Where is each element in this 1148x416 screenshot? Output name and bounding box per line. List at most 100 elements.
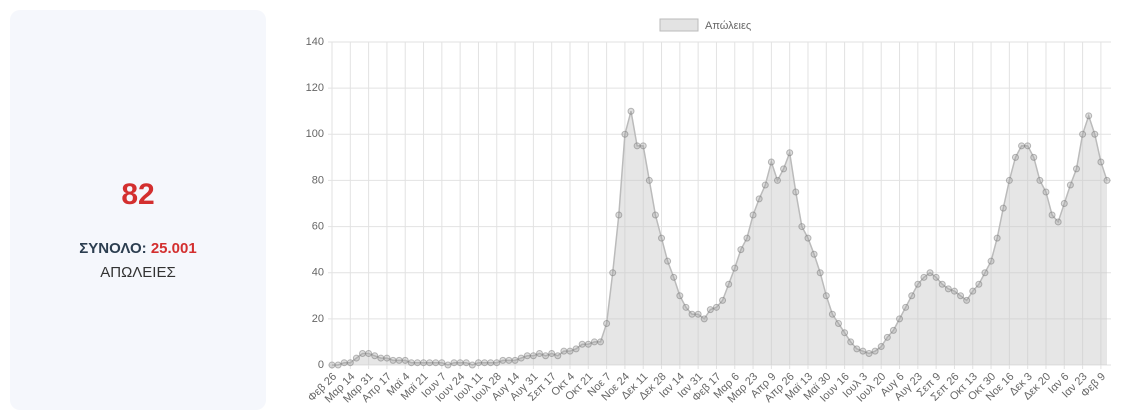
point	[938, 280, 946, 288]
point	[896, 315, 904, 323]
point	[413, 359, 421, 367]
line	[332, 111, 1108, 366]
point	[1018, 142, 1026, 150]
point	[517, 354, 525, 362]
point	[542, 352, 550, 360]
point	[914, 280, 922, 288]
point	[328, 361, 336, 369]
point	[767, 158, 775, 166]
point	[499, 356, 507, 364]
point	[810, 250, 818, 258]
point	[401, 356, 409, 364]
point	[511, 356, 519, 364]
point	[560, 347, 568, 355]
point	[566, 347, 574, 355]
point	[1079, 130, 1087, 138]
point	[682, 303, 690, 311]
y-tick-label: 0	[318, 359, 324, 371]
point	[871, 347, 879, 355]
point	[786, 149, 794, 157]
point	[432, 359, 440, 367]
summary-card: 82 ΣΥΝΟΛΟ: 25.001 ΑΠΩΛΕΙΕΣ	[10, 10, 266, 410]
point	[1036, 176, 1044, 184]
point	[462, 359, 470, 367]
point	[615, 211, 623, 219]
point	[407, 359, 415, 367]
point	[645, 176, 653, 184]
point	[420, 359, 428, 367]
point	[987, 257, 995, 265]
point	[603, 319, 611, 327]
point	[725, 280, 733, 288]
point	[926, 269, 934, 277]
point	[731, 264, 739, 272]
point	[908, 292, 916, 300]
point	[456, 359, 464, 367]
point	[798, 223, 806, 231]
point	[670, 273, 678, 281]
point	[481, 359, 489, 367]
point	[847, 338, 855, 346]
point	[468, 361, 476, 369]
point	[950, 287, 958, 295]
point	[389, 356, 397, 364]
point	[627, 107, 635, 115]
point	[377, 354, 385, 362]
point	[999, 204, 1007, 212]
point	[444, 361, 452, 369]
point	[1072, 165, 1080, 173]
point	[780, 165, 788, 173]
point	[944, 285, 952, 293]
point	[359, 349, 367, 357]
point	[548, 349, 556, 357]
point	[584, 340, 592, 348]
point	[438, 359, 446, 367]
point	[694, 310, 702, 318]
point	[743, 234, 751, 242]
point	[1042, 188, 1050, 196]
point	[340, 359, 348, 367]
y-tick-label: 120	[306, 82, 324, 94]
point	[804, 234, 812, 242]
point	[578, 340, 586, 348]
total-label: ΣΥΝΟΛΟ:	[79, 240, 147, 257]
point	[523, 352, 531, 360]
legend-label: Απώλειες	[705, 20, 751, 32]
point	[975, 280, 983, 288]
point	[706, 306, 714, 314]
point	[383, 354, 391, 362]
point	[853, 345, 861, 353]
point	[597, 338, 605, 346]
point	[1097, 158, 1105, 166]
point	[621, 130, 629, 138]
point	[1048, 211, 1056, 219]
y-tick-label: 140	[306, 36, 324, 48]
point	[1091, 130, 1099, 138]
point	[755, 195, 763, 203]
point	[932, 273, 940, 281]
point	[865, 349, 873, 357]
point	[902, 303, 910, 311]
today-value: 82	[121, 178, 155, 211]
point	[792, 188, 800, 196]
total-value: 25.001	[150, 240, 197, 257]
card-label: ΑΠΩΛΕΙΕΣ	[100, 264, 176, 281]
point	[969, 287, 977, 295]
legend-swatch	[659, 18, 699, 32]
point	[1005, 176, 1013, 184]
point	[609, 269, 617, 277]
point	[334, 361, 342, 369]
point	[1054, 218, 1062, 226]
point	[963, 296, 971, 304]
point	[834, 319, 842, 327]
y-tick-label: 20	[312, 313, 324, 325]
point	[505, 356, 513, 364]
point	[633, 142, 641, 150]
point	[664, 257, 672, 265]
area	[332, 111, 1107, 365]
point	[700, 315, 708, 323]
y-tick-label: 40	[312, 267, 324, 279]
point	[1085, 112, 1093, 120]
point	[737, 246, 745, 254]
